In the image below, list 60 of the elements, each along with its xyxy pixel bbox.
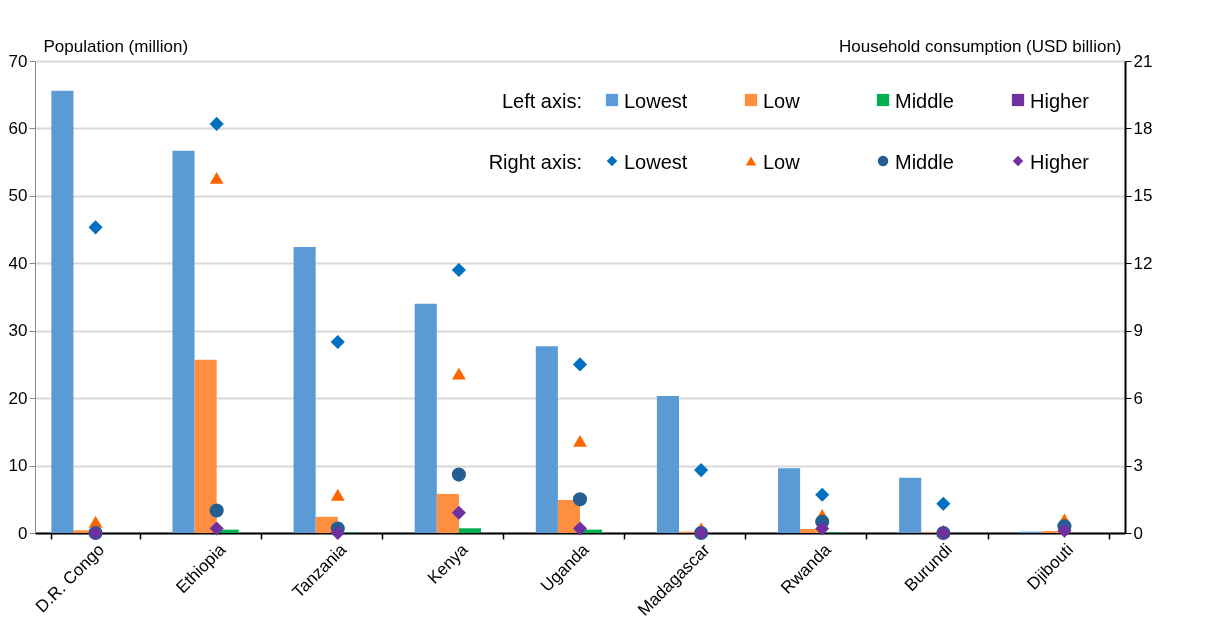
bar [656,396,680,533]
y-tick-label: 0 [18,523,28,543]
legend-label: Higher [1030,151,1090,173]
point [330,525,345,541]
point [936,496,951,511]
legend-label: Middle [895,90,954,112]
point [1057,523,1072,538]
legend-label: Middle [895,151,954,173]
bar [414,303,437,533]
legend-label: Higher [1030,90,1090,112]
y2-tick-label: 12 [1133,253,1153,273]
y-tick-label: 30 [8,321,28,341]
point [815,487,830,502]
point [573,434,587,447]
y-tick-label: 20 [8,388,28,408]
point [88,220,103,235]
bar [899,477,922,533]
point [209,503,224,518]
bar [778,468,801,533]
y2-tick-label: 0 [1133,523,1143,543]
bar [172,150,195,533]
bar [458,528,481,533]
y-axis-title: Population (million) [43,36,189,56]
y-tick-label: 60 [8,118,28,138]
legend-label: Low [763,90,801,112]
bar [293,247,316,533]
point [572,357,588,372]
legend-label: Low [763,151,801,173]
bar [51,90,74,533]
y2-tick-label: 6 [1133,388,1143,408]
point [572,521,588,536]
y2-tick-label: 3 [1133,456,1143,476]
point [209,521,224,536]
y-tick-label: 40 [8,253,28,273]
y2-tick-label: 9 [1133,321,1143,341]
y-tick-label: 10 [8,456,28,476]
point [694,463,709,478]
bar [535,346,558,533]
point [451,505,466,520]
y2-tick-label: 21 [1133,51,1153,71]
y2-tick-label: 18 [1133,118,1153,138]
legend-label: Lowest [624,151,688,173]
point [330,334,345,350]
point [452,367,466,380]
y2-tick-label: 15 [1133,186,1153,206]
point [209,171,224,184]
bar [194,359,217,533]
point [572,492,588,507]
y2-axis-title: Household consumption (USD billion) [838,36,1122,56]
y-tick-label: 50 [8,186,28,206]
point [451,262,466,278]
point [330,488,345,501]
point [209,116,224,131]
point [815,521,830,536]
text: Left axis: [501,90,582,112]
point [451,467,466,482]
legend-label: Lowest [624,90,688,112]
y-tick-label: 70 [8,51,28,71]
bar [436,493,459,533]
text: Right axis: [488,151,582,173]
